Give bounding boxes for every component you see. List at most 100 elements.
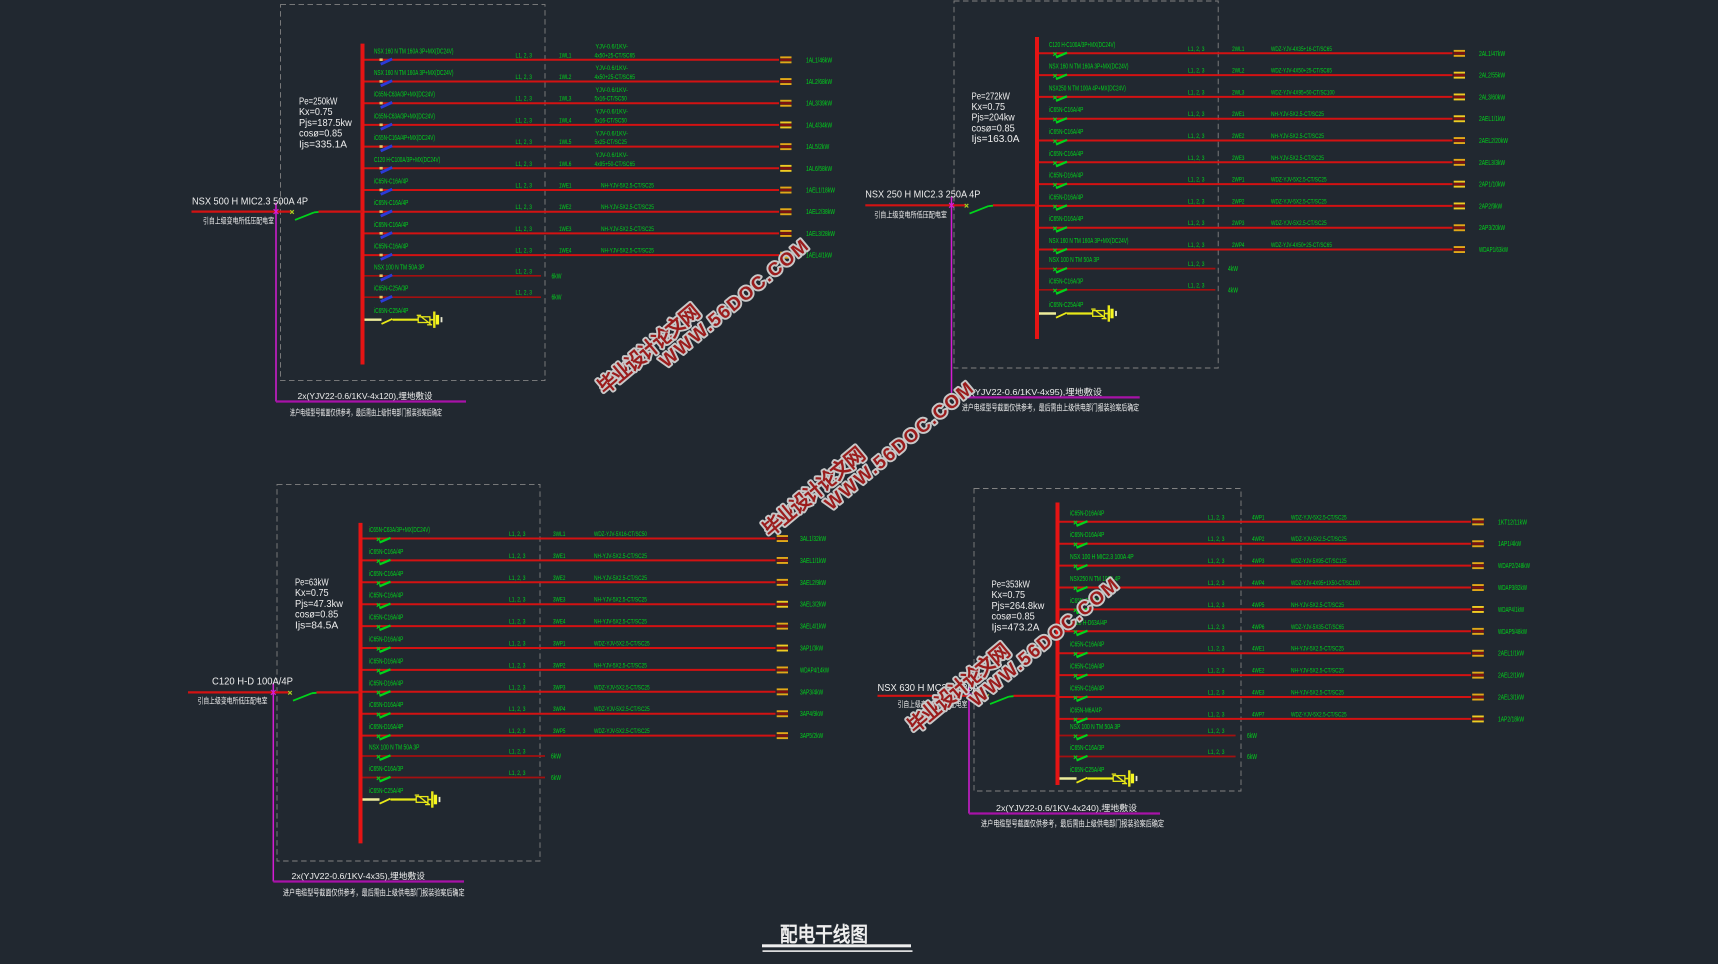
svg-text:2AP2/9kW: 2AP2/9kW — [1479, 203, 1502, 210]
svg-text:iC65N-D16A/4P: iC65N-D16A/4P — [1049, 194, 1084, 201]
svg-text:Ijs=473.2A: Ijs=473.2A — [992, 621, 1040, 633]
svg-text:WDZ-YJV-5X2.5-CT/SC25: WDZ-YJV-5X2.5-CT/SC25 — [594, 728, 650, 735]
svg-text:2AL1/47kW: 2AL1/47kW — [1479, 51, 1505, 58]
svg-text:L1, 2, 3: L1, 2, 3 — [516, 290, 533, 297]
svg-text:NSX 100 N TM 50A 3P: NSX 100 N TM 50A 3P — [369, 745, 420, 752]
svg-text:L1, 2, 3: L1, 2, 3 — [509, 706, 526, 713]
svg-text:L1, 2, 3: L1, 2, 3 — [516, 96, 533, 103]
svg-text:L1, 2, 3: L1, 2, 3 — [516, 74, 533, 81]
svg-text:L1, 2, 3: L1, 2, 3 — [1208, 624, 1225, 631]
svg-text:WDZ-YJV-5X2.5-CT/SC25: WDZ-YJV-5X2.5-CT/SC25 — [1271, 177, 1327, 184]
svg-text:WDZ-YJV-4X50+25-CT/SC65: WDZ-YJV-4X50+25-CT/SC65 — [1271, 68, 1332, 75]
svg-text:NH-YJV-5X2.5-CT/SC25: NH-YJV-5X2.5-CT/SC25 — [1291, 646, 1344, 653]
svg-text:L1, 2, 3: L1, 2, 3 — [509, 662, 526, 669]
svg-text:L1, 2, 3: L1, 2, 3 — [509, 749, 526, 756]
svg-text:4kW: 4kW — [1228, 266, 1238, 273]
svg-text:1AEL2/38kW: 1AEL2/38kW — [806, 209, 835, 216]
svg-text:4WP3: 4WP3 — [1252, 558, 1265, 565]
svg-text:2WE1: 2WE1 — [1232, 111, 1245, 118]
svg-text:L1, 2, 3: L1, 2, 3 — [1188, 68, 1205, 75]
svg-text:2AEL2/1kW: 2AEL2/1kW — [1498, 673, 1524, 680]
svg-text:WDZ-YJV-5X2.5-CT/SC25: WDZ-YJV-5X2.5-CT/SC25 — [1291, 711, 1347, 718]
svg-text:iC65N-C16A/3P: iC65N-C16A/3P — [1070, 745, 1105, 752]
svg-text:3WP3: 3WP3 — [553, 684, 566, 691]
svg-text:6kW: 6kW — [1247, 733, 1257, 740]
svg-text:iC65N-C16A/4P: iC65N-C16A/4P — [369, 571, 404, 578]
svg-text:L1, 2, 3: L1, 2, 3 — [509, 575, 526, 582]
svg-text:2AEL2/20kW: 2AEL2/20kW — [1479, 138, 1508, 145]
svg-text:iC65N-C16A/4P: iC65N-C16A/4P — [369, 615, 404, 622]
svg-text:L1, 2, 3: L1, 2, 3 — [1188, 111, 1205, 118]
svg-text:NSX250 N TM 100A 4P+MX(DC24V): NSX250 N TM 100A 4P+MX(DC24V) — [1049, 85, 1126, 92]
svg-text:iC65N-C16A/4P: iC65N-C16A/4P — [1049, 107, 1084, 114]
svg-text:iC65N-D16A/4P: iC65N-D16A/4P — [1049, 216, 1084, 223]
svg-text:引自上级变电所低压配电室: 引自上级变电所低压配电室 — [874, 210, 947, 220]
svg-text:WDZ-YJV-5X35-CT/SC65: WDZ-YJV-5X35-CT/SC65 — [1291, 624, 1344, 631]
svg-text:iC65N-C16A/4P: iC65N-C16A/4P — [1070, 642, 1105, 649]
svg-text:4x50+25-CT/SC65: 4x50+25-CT/SC65 — [595, 52, 636, 59]
svg-text:4kW: 4kW — [1228, 287, 1238, 294]
svg-text:WDZ-YJV-5X2.5-CT/SC25: WDZ-YJV-5X2.5-CT/SC25 — [594, 684, 650, 691]
svg-text:L1, 2, 3: L1, 2, 3 — [1208, 728, 1225, 735]
svg-text:6kW: 6kW — [551, 754, 561, 761]
svg-text:WDAP4/1kW: WDAP4/1kW — [1498, 607, 1524, 614]
svg-text:L1, 2, 3: L1, 2, 3 — [1208, 602, 1225, 609]
svg-text:L1, 2, 3: L1, 2, 3 — [1208, 646, 1225, 653]
svg-text:iC65N-C63A/3P+MX(DC24V): iC65N-C63A/3P+MX(DC24V) — [369, 527, 430, 534]
svg-text:1WL6: 1WL6 — [559, 161, 572, 168]
svg-text:L1, 2, 3: L1, 2, 3 — [1188, 261, 1205, 268]
svg-text:L1, 2, 3: L1, 2, 3 — [1188, 220, 1205, 227]
svg-text:iC65N-C16A/4P+MX(DC24V): iC65N-C16A/4P+MX(DC24V) — [374, 135, 435, 142]
svg-text:进户电缆型号截面仅供参考，最后需由上级供电部门报装验案后确定: 进户电缆型号截面仅供参考，最后需由上级供电部门报装验案后确定 — [290, 408, 442, 418]
svg-text:WDAP4/14kW: WDAP4/14kW — [800, 667, 829, 674]
svg-text:L1, 2, 3: L1, 2, 3 — [516, 139, 533, 146]
svg-text:L1, 2, 3: L1, 2, 3 — [509, 684, 526, 691]
svg-text:2x(YJV22-0.6/1KV-4x240),埋地敷设: 2x(YJV22-0.6/1KV-4x240),埋地敷设 — [996, 803, 1138, 813]
svg-text:3AP3/4kW: 3AP3/4kW — [800, 689, 823, 696]
svg-text:2AL3/60kW: 2AL3/60kW — [1479, 94, 1505, 101]
svg-text:iC65N-D16A/4P: iC65N-D16A/4P — [369, 680, 404, 687]
svg-text:Ijs=335.1A: Ijs=335.1A — [299, 138, 347, 150]
svg-text:YJV-0.6/1KV-: YJV-0.6/1KV- — [596, 109, 628, 116]
svg-text:NSX 160 N TM 160A 3P+MX(DC24V): NSX 160 N TM 160A 3P+MX(DC24V) — [1049, 64, 1129, 71]
svg-text:L1, 2, 3: L1, 2, 3 — [1188, 198, 1205, 205]
svg-text:3WP5: 3WP5 — [553, 728, 566, 735]
svg-text:iC65N-D16A/4P: iC65N-D16A/4P — [1070, 510, 1105, 517]
svg-text:L1, 2, 3: L1, 2, 3 — [509, 619, 526, 626]
svg-text:NH-YJV-5X2.5-CT/SC25: NH-YJV-5X2.5-CT/SC25 — [594, 575, 647, 582]
svg-text:3AEL4/1kW: 3AEL4/1kW — [800, 624, 826, 631]
svg-text:4WP5: 4WP5 — [1252, 602, 1265, 609]
svg-text:L1, 2, 3: L1, 2, 3 — [516, 183, 533, 190]
svg-text:1WL4: 1WL4 — [559, 117, 572, 124]
svg-text:WDZ-YJV-5X95-CT/SC125: WDZ-YJV-5X95-CT/SC125 — [1291, 558, 1347, 565]
svg-text:NH-YJV-5X2.5-CT/SC25: NH-YJV-5X2.5-CT/SC25 — [1271, 155, 1324, 162]
svg-text:L1, 2, 3: L1, 2, 3 — [1208, 690, 1225, 697]
svg-text:2x(YJV22-0.6/1KV-4x35),埋地敷设: 2x(YJV22-0.6/1KV-4x35),埋地敷设 — [292, 871, 426, 881]
svg-text:WDZ-YJV-5X16-CT/SC50: WDZ-YJV-5X16-CT/SC50 — [594, 531, 647, 538]
svg-text:L1, 2, 3: L1, 2, 3 — [509, 553, 526, 560]
svg-text:YJV-0.6/1KV-: YJV-0.6/1KV- — [596, 44, 628, 51]
svg-text:NH-YJV-5X2.5-CT/SC25: NH-YJV-5X2.5-CT/SC25 — [594, 619, 647, 626]
svg-text:NH-YJV-5X2.5-CT/SC25: NH-YJV-5X2.5-CT/SC25 — [1291, 668, 1344, 675]
svg-text:iC65N-C16A/4P: iC65N-C16A/4P — [374, 222, 409, 229]
svg-text:NH-YJV-5X2.5-CT/SC25: NH-YJV-5X2.5-CT/SC25 — [594, 597, 647, 604]
svg-text:NH-YJV-5X2.5-CT/SC25: NH-YJV-5X2.5-CT/SC25 — [1271, 111, 1324, 118]
svg-text:L1, 2, 3: L1, 2, 3 — [516, 204, 533, 211]
svg-text:4WP6: 4WP6 — [1252, 624, 1265, 631]
svg-text:2AL2/55kW: 2AL2/55kW — [1479, 73, 1505, 80]
svg-text:WDZ-YJV-4X95+50-CT/SC100: WDZ-YJV-4X95+50-CT/SC100 — [1271, 89, 1335, 96]
svg-text:1WE1: 1WE1 — [559, 183, 572, 190]
svg-text:L1, 2, 3: L1, 2, 3 — [1188, 133, 1205, 140]
svg-text:NH-YJV-5X2.5-CT/SC25: NH-YJV-5X2.5-CT/SC25 — [594, 553, 647, 560]
svg-text:3WP2: 3WP2 — [553, 662, 566, 669]
svg-text:NSX 100 N TM 50A 3P: NSX 100 N TM 50A 3P — [1070, 724, 1121, 731]
svg-text:L1, 2, 3: L1, 2, 3 — [509, 641, 526, 648]
svg-text:NH-YJV-5X2.5-CT/SC25: NH-YJV-5X2.5-CT/SC25 — [601, 248, 654, 255]
svg-text:L1, 2, 3: L1, 2, 3 — [516, 52, 533, 59]
svg-text:2WE3: 2WE3 — [1232, 155, 1245, 162]
svg-text:2AEL3/1kW: 2AEL3/1kW — [1498, 695, 1524, 702]
svg-text:WDZ-YJV-5X2.5-CT/SC25: WDZ-YJV-5X2.5-CT/SC25 — [594, 641, 650, 648]
svg-text:iC65N-C16A/4P: iC65N-C16A/4P — [374, 244, 409, 251]
svg-text:iC65N-C16A/4P: iC65N-C16A/4P — [1070, 686, 1105, 693]
svg-text:C120 H-D 100A/4P: C120 H-D 100A/4P — [212, 676, 293, 688]
